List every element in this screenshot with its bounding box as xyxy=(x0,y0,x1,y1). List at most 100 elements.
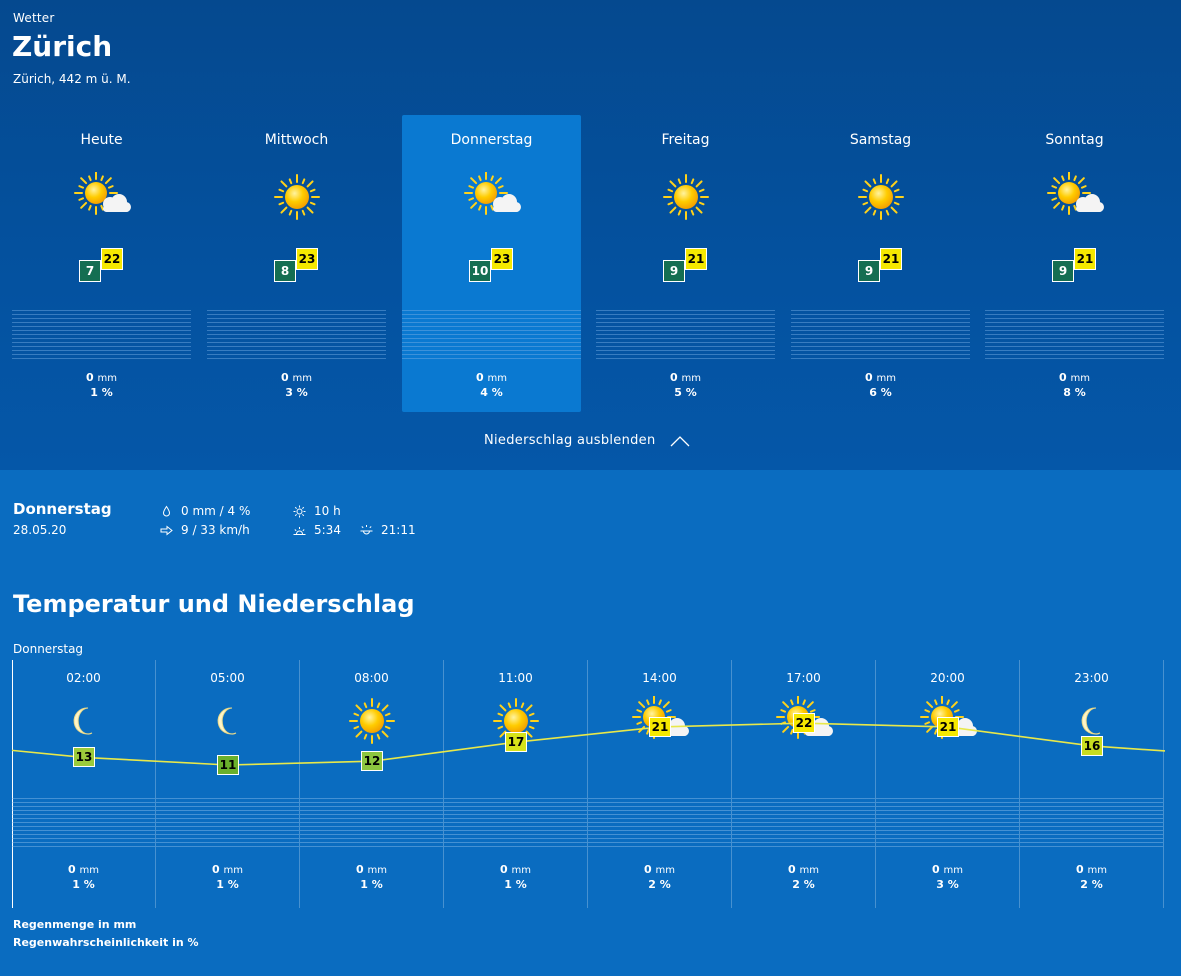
sunrise-stat-value: 5:34 xyxy=(314,523,341,537)
hour-time: 23:00 xyxy=(1074,671,1109,685)
day-name: Donnerstag xyxy=(450,132,533,148)
hour-rain-amount: 0 mm xyxy=(500,863,531,876)
hourly-forecast: 02:00 0 mm 1 % 05:00 0 mm 1 % 08:00 0 mm… xyxy=(11,660,1166,908)
divider xyxy=(12,660,13,908)
daily-forecast-panel: Wetter Zürich Zürich, 442 m ü. M. Heute … xyxy=(0,0,1181,470)
rain-probability: 4 % xyxy=(480,386,503,399)
rain-amount: 0 mm xyxy=(670,371,701,384)
sun-icon xyxy=(858,174,904,220)
section-title: Temperatur und Niederschlag xyxy=(13,590,415,618)
hour-rain-probability: 1 % xyxy=(504,878,527,891)
day-name: Mittwoch xyxy=(264,132,329,148)
sun-cloud-icon xyxy=(74,172,131,215)
rain-amount: 0 mm xyxy=(281,371,312,384)
day-name: Heute xyxy=(80,132,123,148)
rain-probability: 3 % xyxy=(285,386,308,399)
rain-bars xyxy=(12,798,155,848)
hour-time: 11:00 xyxy=(498,671,533,685)
page-title: Zürich xyxy=(12,30,113,63)
rain-bars xyxy=(596,310,775,360)
rain-amount: 0 mm xyxy=(476,371,507,384)
hour-time: 17:00 xyxy=(786,671,821,685)
hour-rain-probability: 2 % xyxy=(792,878,815,891)
chevron-up-icon xyxy=(670,435,689,446)
day-card-4[interactable]: Samstag 9 21 0 mm 6 % xyxy=(791,115,970,412)
sunset-icon xyxy=(360,524,373,534)
sunset-stat-value: 21:11 xyxy=(381,523,416,537)
sun-outline-icon xyxy=(293,505,306,517)
hour-time: 05:00 xyxy=(210,671,245,685)
day-card-3[interactable]: Freitag 9 21 0 mm 5 % xyxy=(596,115,775,412)
max-temp-badge: 22 xyxy=(101,248,123,270)
selected-day-date: 28.05.20 xyxy=(13,523,67,537)
rain-stat-value: 0 mm / 4 % xyxy=(181,504,251,518)
max-temp-badge: 23 xyxy=(296,248,318,270)
hour-rain-amount: 0 mm xyxy=(788,863,819,876)
droplet-icon xyxy=(162,505,171,516)
hour-column: 08:00 0 mm 1 % xyxy=(300,660,444,908)
hour-rain-amount: 0 mm xyxy=(932,863,963,876)
sunset-stat: 21:11 xyxy=(360,523,416,537)
legend-rain-probability: Regenwahrscheinlichkeit in % xyxy=(13,936,199,949)
rain-bars xyxy=(732,798,875,848)
hour-temp-badge: 16 xyxy=(1081,735,1103,756)
min-temp-badge: 7 xyxy=(79,260,101,282)
sun-cloud-icon xyxy=(1047,172,1104,215)
max-temp-badge: 21 xyxy=(880,248,902,270)
hour-temp-badge: 22 xyxy=(793,713,815,734)
day-card-2[interactable]: Donnerstag 10 23 0 mm 4 % xyxy=(402,115,581,412)
wind-stat: 9 / 33 km/h xyxy=(160,523,250,537)
rain-probability: 5 % xyxy=(674,386,697,399)
location-altitude: Zürich, 442 m ü. M. xyxy=(13,72,131,86)
rain-probability: 1 % xyxy=(90,386,113,399)
hour-column: 02:00 0 mm 1 % xyxy=(12,660,156,908)
moon-icon xyxy=(73,707,93,735)
day-name: Samstag xyxy=(849,132,912,148)
min-temp-badge: 9 xyxy=(663,260,685,282)
sun-cloud-icon xyxy=(464,172,521,215)
hour-time: 08:00 xyxy=(354,671,389,685)
wind-stat-value: 9 / 33 km/h xyxy=(181,523,250,537)
hour-column: 14:00 0 mm 2 % xyxy=(588,660,732,908)
day-name: Sonntag xyxy=(1045,132,1104,148)
hour-temp-badge: 12 xyxy=(361,751,383,772)
rain-bars xyxy=(1020,798,1163,848)
rain-bars xyxy=(588,798,731,848)
hour-column: 11:00 0 mm 1 % xyxy=(444,660,588,908)
day-name: Freitag xyxy=(661,132,710,148)
day-card-5[interactable]: Sonntag 9 21 0 mm 8 % xyxy=(985,115,1164,412)
hour-rain-amount: 0 mm xyxy=(644,863,675,876)
sun-icon xyxy=(663,174,709,220)
temperature-curve xyxy=(11,722,1166,766)
breadcrumb[interactable]: Wetter xyxy=(13,11,55,25)
min-temp-badge: 9 xyxy=(1052,260,1074,282)
rain-bars xyxy=(791,310,970,360)
temperature-line xyxy=(11,722,1166,766)
wind-arrow-icon xyxy=(160,524,173,536)
hour-temp-badge: 21 xyxy=(649,716,671,737)
rain-bars xyxy=(207,310,386,360)
selected-day-name: Donnerstag xyxy=(13,500,112,518)
rain-bars xyxy=(402,310,581,360)
sunrise-icon xyxy=(293,526,306,535)
rain-amount: 0 mm xyxy=(1059,371,1090,384)
min-temp-badge: 9 xyxy=(858,260,880,282)
hour-rain-probability: 2 % xyxy=(648,878,671,891)
rain-probability: 6 % xyxy=(869,386,892,399)
hour-rain-amount: 0 mm xyxy=(212,863,243,876)
rain-bars xyxy=(12,310,191,360)
max-temp-badge: 21 xyxy=(1074,248,1096,270)
precipitation-toggle[interactable]: Niederschlag ausblenden xyxy=(484,433,690,448)
hour-column: 05:00 0 mm 1 % xyxy=(156,660,300,908)
day-card-0[interactable]: Heute 7 22 0 mm 1 % xyxy=(12,115,191,412)
rain-probability: 8 % xyxy=(1063,386,1086,399)
moon-icon xyxy=(217,707,237,735)
min-temp-badge: 10 xyxy=(469,260,491,282)
hour-column: 23:00 0 mm 2 % xyxy=(1020,660,1164,908)
max-temp-badge: 21 xyxy=(685,248,707,270)
hour-rain-amount: 0 mm xyxy=(356,863,387,876)
day-card-1[interactable]: Mittwoch 8 23 0 mm 3 % xyxy=(207,115,386,412)
hour-rain-amount: 0 mm xyxy=(68,863,99,876)
hour-time: 20:00 xyxy=(930,671,965,685)
rain-bars xyxy=(444,798,587,848)
